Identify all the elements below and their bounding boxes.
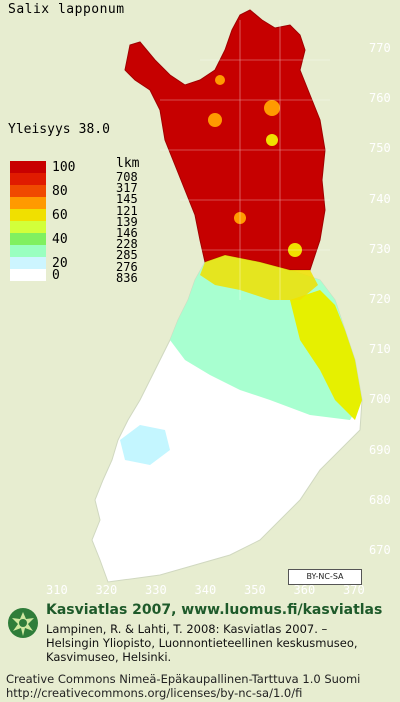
legend-count: 285 — [116, 248, 138, 263]
x-tick-label: 370 — [343, 583, 365, 597]
distribution-map: Salix lapponum Yleisyys 38.0 100 80 60 40 20 0… — [8, 2, 391, 597]
x-tick-label: 340 — [194, 583, 217, 597]
legend-swatch — [10, 269, 46, 281]
legend-class-label: 0 — [52, 268, 60, 283]
legend-count: 276 — [116, 259, 138, 274]
map-grid — [160, 20, 330, 300]
legend-count: 121 — [116, 203, 138, 218]
legend-count: 836 — [116, 270, 138, 285]
credits-title[interactable]: Kasviatlas 2007, www.luomus.fi/kasviatla… — [46, 602, 383, 618]
x-tick-label: 360 — [293, 583, 316, 597]
legend-count: 708 — [116, 170, 138, 184]
x-tick-label: 320 — [95, 583, 118, 597]
legend-swatch — [10, 257, 46, 269]
legend-count: 145 — [116, 192, 138, 207]
license-line-1: Creative Commons Nimeä-Epäkaupallinen-Ta… — [6, 672, 361, 686]
legend-count: 317 — [116, 181, 138, 196]
southwest-cyan-patches — [120, 425, 170, 465]
north-yellow-patch-1 — [266, 134, 278, 146]
legend-class-label: 80 — [52, 184, 68, 199]
license-url[interactable]: http://creativecommons.org/licenses/by-n… — [6, 686, 303, 700]
legend-class-label: 40 — [52, 232, 68, 247]
finland-north-outline — [124, 9, 326, 271]
north-orange-patch-4 — [215, 75, 225, 85]
x-tick-label: 350 — [244, 583, 266, 597]
legend-swatch — [10, 161, 46, 173]
y-tick-label: 760 — [369, 91, 391, 106]
legend-swatch — [10, 173, 46, 185]
legend-swatch — [10, 209, 46, 221]
legend-count: 228 — [116, 237, 138, 252]
legend-class-label: 60 — [52, 208, 68, 223]
frequency-readout: Yleisyys 38.0 — [8, 122, 118, 137]
y-tick-label: 670 — [369, 543, 391, 557]
y-tick-label: 740 — [369, 191, 391, 206]
cc-license-badge[interactable]: BY-NC-SA — [288, 569, 362, 585]
y-tick-label: 680 — [369, 492, 391, 507]
legend-swatch — [10, 245, 46, 257]
transition-band — [200, 255, 318, 300]
north-orange-patch-2 — [264, 100, 280, 116]
x-tick-label: 330 — [145, 583, 167, 597]
y-tick-label: 700 — [369, 392, 391, 407]
east-yellow-band — [290, 290, 362, 420]
frequency-label: Yleisyys — [8, 122, 71, 137]
y-tick-label: 730 — [369, 241, 391, 256]
x-tick-label: 310 — [46, 583, 68, 597]
finland-grid-map — [91, 9, 363, 583]
legend-swatch — [10, 197, 46, 209]
north-orange-patch-1 — [208, 113, 222, 127]
legend-class-label: 20 — [52, 256, 68, 271]
credits-line-2: Helsingin Yliopisto, Luonnontieteellinen… — [46, 636, 358, 650]
frequency-value: 38.0 — [78, 122, 110, 137]
legend-count-header: lkm — [116, 156, 140, 171]
y-tick-label: 720 — [369, 292, 391, 306]
species-name: Salix lapponum — [8, 2, 125, 17]
legend-count: 146 — [116, 226, 138, 240]
legend-swatch — [10, 185, 46, 197]
legend-count: 139 — [116, 214, 138, 229]
y-tick-label: 690 — [369, 442, 391, 457]
credits-line-3: Kasvimuseo, Helsinki. — [46, 650, 172, 664]
y-tick-label: 710 — [369, 342, 391, 357]
legend-swatch — [10, 221, 46, 233]
y-tick-label: 770 — [369, 41, 391, 55]
kasviatlas-logo-icon — [8, 608, 38, 638]
credits-line-1: Lampinen, R. & Lahti, T. 2008: Kasviatla… — [46, 622, 328, 636]
y-tick-label: 750 — [369, 141, 391, 156]
legend-class-label: 100 — [52, 160, 76, 175]
legend-swatch — [10, 233, 46, 245]
